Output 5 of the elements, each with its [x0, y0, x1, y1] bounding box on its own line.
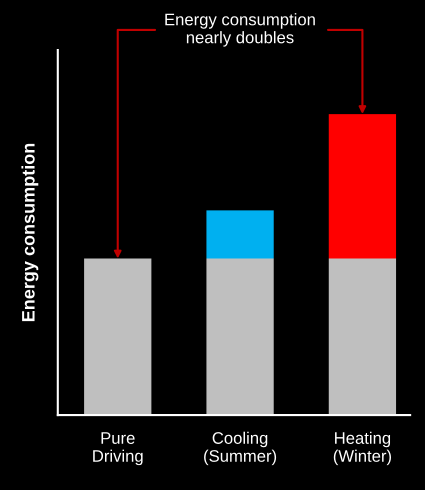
x-tick-label: Pure Driving [93, 432, 143, 466]
y-axis-title: Energy consumption [21, 144, 38, 322]
x-tick-label: Heating (Winter) [334, 432, 392, 466]
x-tick-label: Cooling (Summer) [204, 432, 276, 466]
text: Energy consumption nearly doubles [165, 13, 315, 47]
